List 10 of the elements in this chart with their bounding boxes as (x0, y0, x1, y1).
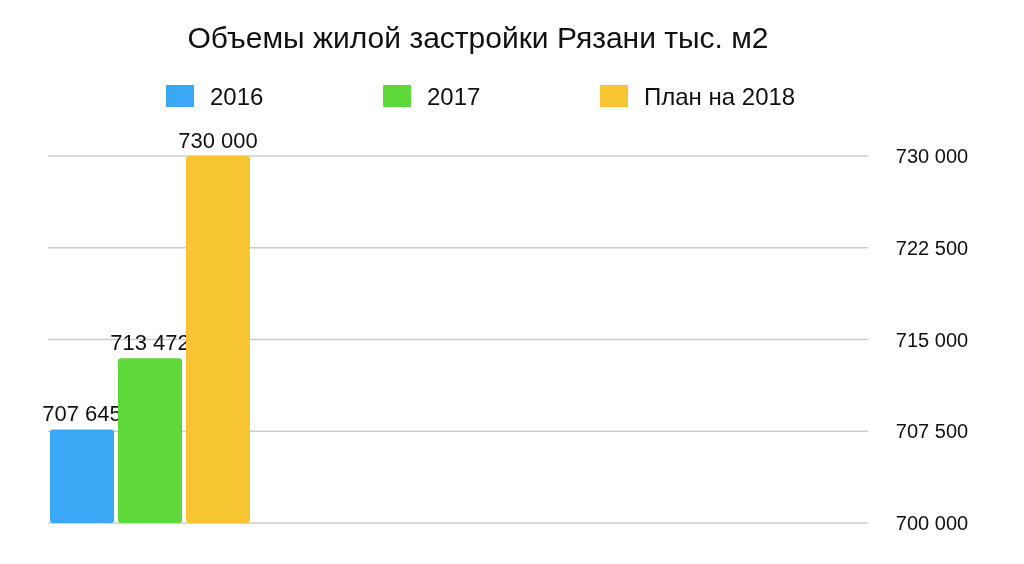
y-tick-label: 730 000 (895, 145, 969, 167)
legend-label: 2017 (427, 83, 481, 110)
chart-title: Объемы жилой застройки Рязани тыс. м2 (187, 21, 769, 54)
y-tick-label: 722 500 (895, 236, 969, 259)
data-label: 730 000 (178, 128, 258, 153)
y-tick-label: 700 000 (895, 512, 969, 534)
y-tick-label: 715 000 (895, 328, 969, 351)
legend-label: 2016 (210, 83, 264, 110)
legend-label: План на 2018 (644, 83, 796, 110)
y-tick-label: 707 500 (895, 420, 969, 443)
